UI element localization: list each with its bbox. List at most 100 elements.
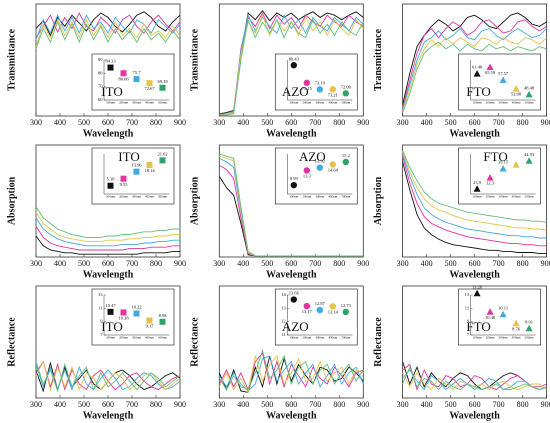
inset-category: 100nm [289, 195, 298, 199]
inset-value-label: 8.76 [512, 326, 521, 331]
series-line [35, 14, 181, 40]
inset-category: 300nm [132, 101, 141, 105]
x-tick-label: 400 [237, 259, 249, 268]
inset-value-label: 52.08 [511, 92, 522, 97]
series-line [35, 235, 180, 255]
inset-frame [458, 147, 541, 205]
inset-value-label: 18.14 [144, 168, 155, 173]
inset-marker [146, 80, 153, 87]
x-tick-label: 800 [150, 118, 162, 127]
inset-marker [290, 296, 297, 303]
inset-frame [274, 53, 358, 111]
inset-value-label: 12.87 [315, 301, 326, 306]
inset-category: 400nm [512, 101, 521, 105]
x-tick-label: 700 [126, 118, 138, 127]
inset-marker [146, 317, 153, 324]
x-tick-label: 700 [493, 118, 505, 127]
inset-y-tick-label: 14 [281, 292, 286, 297]
x-tick-label: 800 [150, 259, 162, 268]
x-tick-label: 400 [421, 259, 433, 268]
inset-category: 500nm [158, 195, 167, 199]
series-line [35, 360, 181, 392]
inset-value-label: 13.14 [328, 309, 339, 314]
inset-frame [458, 53, 541, 111]
inset-value-label: 57.57 [498, 71, 509, 76]
inset-category: 400nm [145, 195, 154, 199]
series-line [35, 217, 180, 247]
series-line [218, 355, 364, 393]
inset-value-label: 8.98 [159, 313, 168, 318]
x-tick-label: 800 [517, 400, 529, 409]
series-line [402, 153, 547, 239]
inset-marker [133, 76, 140, 83]
inset-marker [159, 157, 166, 164]
inset-category: 400nm [145, 101, 154, 105]
series-line [35, 20, 181, 49]
x-tick-label: 900 [174, 400, 186, 409]
inset-marker [499, 76, 507, 83]
x-tick-label: 900 [541, 400, 550, 409]
inset-marker [146, 161, 153, 168]
inset-category: 400nm [328, 195, 337, 199]
inset-category: 100nm [106, 195, 115, 199]
series-line [402, 41, 547, 113]
inset-marker [120, 70, 127, 77]
inset-marker [486, 63, 494, 71]
x-tick-label: 300 [30, 118, 42, 127]
inset-value-label: 9.17 [146, 324, 155, 329]
inset-value-label: 12.73 [341, 303, 352, 308]
inset-category: 400nm [512, 195, 521, 199]
x-tick-label: 700 [309, 259, 321, 268]
series-line [402, 363, 547, 392]
inset-category: 200nm [119, 195, 128, 199]
y-axis-label: Transmittance [373, 28, 384, 91]
inset-value-label: 10.47 [105, 303, 116, 308]
x-tick-label: 600 [285, 118, 297, 127]
x-axis-label: Wavelength [449, 410, 500, 421]
y-axis-label: Absorption [6, 176, 17, 225]
x-tick-label: 300 [397, 259, 409, 268]
x-tick-label: 300 [213, 118, 225, 127]
inset-marker [342, 308, 349, 316]
x-axis-label: Wavelength [83, 410, 134, 421]
inset-marker [525, 90, 533, 98]
inset-marker [120, 309, 127, 316]
inset-category: 400nm [328, 336, 337, 340]
x-tick-label: 500 [78, 259, 90, 268]
x-tick-label: 900 [357, 259, 369, 268]
series-line [402, 151, 547, 231]
x-axis-label: Wavelength [449, 128, 500, 139]
inset-category: 500nm [341, 336, 350, 340]
x-tick-label: 900 [174, 118, 186, 127]
series-line [402, 19, 547, 108]
inset-marker [159, 84, 166, 91]
inset-marker [473, 70, 481, 77]
series-line [402, 36, 547, 112]
series-line [402, 150, 547, 223]
inset-marker [316, 306, 323, 314]
x-tick-label: 500 [261, 118, 273, 127]
inset-value-label: 13.26 [472, 284, 483, 289]
x-tick-label: 500 [445, 259, 457, 268]
inset-value-label: 80.43 [289, 56, 300, 61]
inset-frame [91, 147, 175, 205]
inset-marker [133, 310, 140, 317]
x-tick-label: 400 [237, 400, 249, 409]
y-axis-label: Transmittance [6, 28, 17, 91]
inset-category: 300nm [499, 336, 508, 340]
x-tick-label: 500 [261, 259, 273, 268]
x-tick-label: 900 [357, 400, 369, 409]
inset-marker [473, 289, 481, 297]
inset-category: 400nm [328, 101, 337, 105]
inset-category: 200nm [302, 195, 311, 199]
inset-marker [303, 167, 310, 174]
series-line [218, 355, 364, 394]
inset-category: 200nm [486, 336, 495, 340]
series-line [35, 211, 180, 243]
inset-category: 200nm [486, 195, 495, 199]
inset-category: 300nm [499, 195, 508, 199]
x-tick-label: 300 [30, 259, 42, 268]
x-tick-label: 600 [102, 118, 114, 127]
inset-value-label: 10.11 [498, 305, 508, 310]
inset-label: FTO [466, 84, 490, 99]
